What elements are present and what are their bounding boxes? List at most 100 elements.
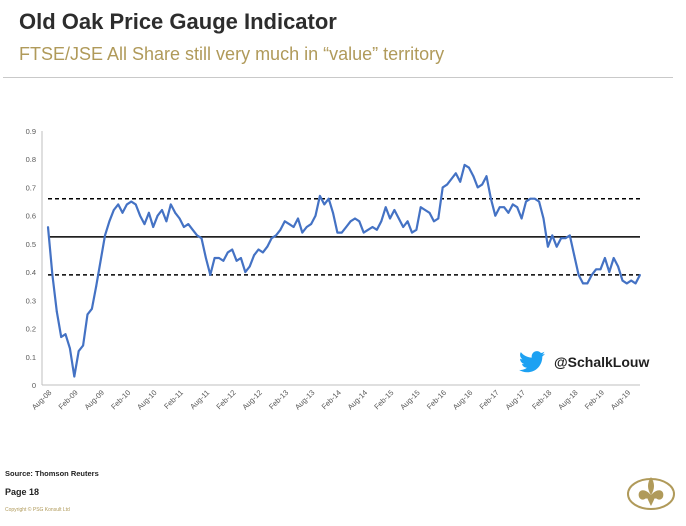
data-point: [99, 259, 102, 262]
data-point: [375, 228, 378, 231]
twitter-handle-badge[interactable]: @SchalkLouw: [519, 349, 659, 375]
x-tick-label: Feb-10: [109, 388, 132, 411]
x-tick-label: Aug-09: [83, 388, 106, 411]
header-divider: [3, 77, 673, 78]
data-point: [468, 166, 470, 169]
data-point: [590, 274, 593, 276]
data-point: [257, 248, 260, 251]
data-point: [200, 237, 203, 240]
data-point: [362, 231, 365, 234]
data-point: [231, 248, 234, 251]
data-point: [354, 217, 356, 220]
data-point: [340, 231, 343, 234]
y-tick-label: 0.5: [26, 240, 36, 249]
x-tick-label: Feb-19: [583, 388, 606, 411]
data-point: [323, 203, 326, 206]
data-point: [625, 282, 628, 285]
y-tick-label: 0.6: [26, 212, 36, 221]
data-point: [183, 226, 185, 228]
data-point: [582, 282, 584, 285]
data-point: [108, 220, 111, 223]
data-point: [538, 200, 541, 203]
fleur-de-lis-logo-icon: [627, 477, 675, 510]
source-note: Source: Thomson Reuters: [5, 469, 99, 478]
data-point: [551, 234, 554, 237]
data-point: [371, 226, 374, 228]
data-point: [82, 344, 84, 347]
data-point: [240, 257, 242, 259]
data-point: [174, 211, 177, 214]
data-point: [446, 183, 448, 186]
data-point: [156, 214, 159, 217]
data-point: [621, 279, 624, 282]
data-point: [152, 226, 155, 228]
x-tick-label: Feb-11: [162, 388, 185, 411]
data-point: [634, 282, 637, 285]
data-point: [218, 257, 220, 259]
data-point: [384, 206, 387, 209]
data-point: [511, 203, 514, 206]
data-point: [520, 217, 523, 220]
data-point: [253, 254, 256, 257]
data-point: [503, 206, 505, 209]
data-point: [393, 209, 396, 211]
data-point: [485, 175, 488, 178]
data-point: [147, 211, 150, 214]
data-point: [441, 186, 444, 189]
data-point: [90, 307, 93, 310]
data-point: [389, 217, 391, 220]
data-point: [411, 231, 413, 234]
data-point: [336, 231, 339, 234]
data-point: [213, 257, 216, 259]
data-point: [481, 183, 484, 186]
x-tick-label: Aug-11: [188, 388, 211, 411]
data-point: [261, 251, 264, 254]
x-tick-label: Feb-12: [214, 388, 237, 411]
data-point: [345, 226, 348, 228]
x-tick-label: Feb-13: [267, 388, 290, 411]
x-tick-label: Aug-10: [135, 388, 158, 411]
data-point: [568, 234, 571, 237]
data-point: [69, 347, 71, 350]
data-point: [494, 214, 497, 217]
data-point: [432, 220, 435, 223]
data-point: [476, 186, 479, 189]
data-point: [608, 271, 611, 274]
y-tick-label: 0.2: [26, 325, 36, 334]
data-point: [121, 211, 124, 214]
twitter-bird-icon: [519, 351, 545, 373]
data-point: [314, 214, 317, 217]
y-tick-label: 0.4: [26, 268, 36, 277]
data-point: [196, 234, 198, 237]
x-tick-label: Feb-17: [478, 388, 501, 411]
data-point: [77, 350, 80, 353]
data-point: [450, 178, 453, 180]
data-point: [104, 234, 106, 237]
data-point: [402, 226, 405, 228]
data-point: [86, 313, 89, 316]
data-point: [525, 200, 527, 203]
reference-lines: [48, 197, 640, 276]
data-point: [95, 285, 98, 288]
x-tick-label: Feb-14: [320, 388, 343, 411]
data-point: [630, 279, 633, 282]
data-point: [555, 245, 558, 248]
data-point: [209, 274, 212, 276]
data-point: [507, 211, 510, 214]
data-point: [586, 282, 589, 285]
data-point: [454, 172, 457, 175]
data-point: [639, 274, 641, 276]
data-point: [248, 265, 251, 268]
data-point: [55, 310, 58, 313]
data-point: [266, 245, 269, 248]
data-point: [560, 237, 562, 240]
page-title: Old Oak Price Gauge Indicator: [19, 9, 337, 34]
data-point: [415, 228, 418, 231]
data-point: [288, 223, 291, 226]
data-point: [143, 223, 146, 226]
y-tick-label: 0.3: [26, 296, 36, 305]
data-point: [318, 195, 321, 197]
x-tick-label: Aug-12: [240, 388, 263, 411]
data-point: [424, 209, 427, 211]
data-point: [367, 228, 370, 231]
